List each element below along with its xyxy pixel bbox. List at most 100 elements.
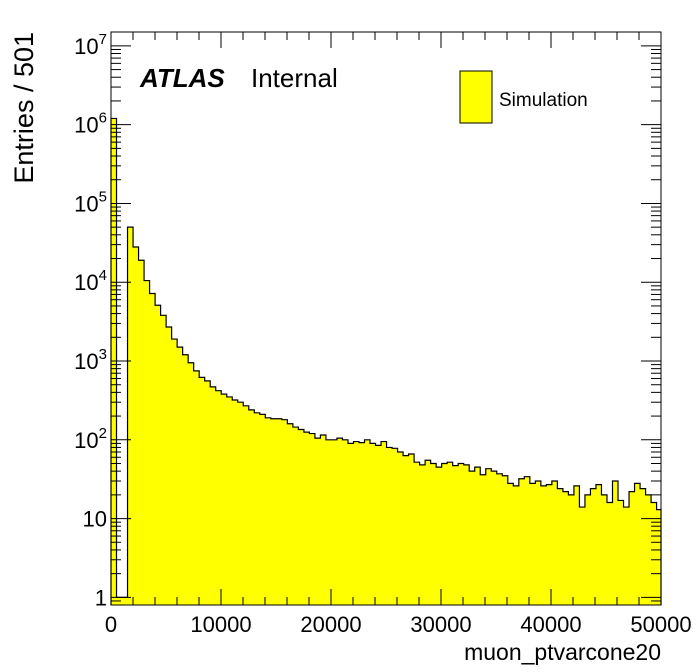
histogram-bin	[177, 347, 184, 605]
histogram-bin	[568, 494, 575, 605]
x-axis-label: muon_ptvarcone20	[464, 639, 661, 665]
histogram-bin	[618, 500, 624, 605]
histogram-bin	[562, 491, 569, 605]
histogram-bin	[392, 448, 398, 605]
histogram-bin	[573, 485, 580, 605]
axis-ticks	[110, 32, 662, 606]
histogram-bin	[127, 227, 134, 605]
histogram-bin	[386, 447, 393, 605]
histogram-bin	[210, 386, 217, 605]
histogram-bin	[480, 474, 487, 605]
histogram-bin	[419, 464, 426, 605]
histogram-bin	[645, 494, 652, 605]
histogram-bin	[188, 362, 195, 605]
histogram-bin	[133, 246, 139, 605]
histogram-bin	[595, 484, 602, 605]
histogram-bin	[309, 433, 316, 605]
y-tick-label: 106	[74, 110, 107, 138]
histogram-bin	[656, 509, 662, 605]
histogram-bin	[149, 293, 156, 605]
histogram-bin	[601, 494, 608, 605]
histogram-bin	[408, 454, 415, 605]
histogram-bin	[171, 339, 178, 605]
y-tick-label: 104	[74, 267, 107, 295]
histogram-bin	[551, 480, 558, 605]
histogram-bin	[265, 417, 272, 605]
x-tick-label: 40000	[520, 612, 581, 637]
histogram-bin	[518, 478, 525, 605]
histogram-bin	[623, 507, 630, 605]
atlas-label: ATLAS	[139, 63, 225, 93]
histogram-bin	[430, 463, 437, 605]
histogram-bin	[364, 439, 371, 605]
histogram-bin	[507, 483, 514, 605]
histogram-bin	[513, 485, 520, 605]
tick-labels: 0 10000 20000 30000 40000 50000 1 10 102 103 104 10…	[74, 31, 691, 637]
histogram-bin	[254, 412, 261, 605]
plot-frame	[110, 31, 662, 606]
histogram-bin	[182, 354, 189, 605]
histogram-bin	[303, 432, 310, 605]
histogram-bin	[469, 471, 476, 605]
histogram-bin	[474, 467, 481, 605]
histogram-bin	[336, 438, 343, 605]
histogram-bin	[287, 423, 294, 605]
histogram-bin	[138, 260, 145, 605]
histogram-bin	[590, 488, 597, 605]
internal-label: Internal	[251, 63, 338, 93]
histogram-bin	[606, 502, 613, 605]
y-tick-label: 107	[74, 31, 107, 59]
histogram-bin	[122, 597, 128, 605]
histogram-bin	[491, 471, 498, 605]
histogram-bin	[502, 475, 509, 605]
y-tick-label: 102	[74, 425, 107, 453]
x-tick-label: 20000	[300, 612, 361, 637]
histogram-bin	[403, 455, 409, 605]
histogram-bin	[381, 441, 387, 605]
histogram-bin	[155, 305, 161, 605]
histogram-bin	[204, 380, 211, 605]
histogram-bin	[629, 491, 635, 605]
histogram-bin	[226, 396, 233, 605]
y-axis-label: Entries / 501	[9, 32, 39, 184]
histogram-bin	[347, 443, 354, 605]
x-tick-label: 0	[105, 612, 117, 637]
histogram-bin	[447, 462, 454, 605]
histogram-bin	[634, 483, 641, 605]
histogram-bin	[232, 399, 239, 605]
histogram-bin	[248, 409, 255, 605]
histogram-bin	[199, 377, 206, 605]
histogram-bin	[353, 441, 360, 605]
histogram-bin	[160, 315, 167, 605]
atlas-annotation: ATLAS Internal	[139, 63, 338, 93]
histogram-outline	[110, 117, 662, 605]
histogram-bin	[292, 427, 299, 605]
histogram-bin	[111, 118, 117, 605]
histogram-bin	[298, 429, 305, 605]
y-tick-label: 105	[74, 188, 107, 216]
histogram-bin	[463, 464, 470, 605]
histogram-bin	[320, 435, 327, 605]
histogram-bin	[651, 502, 657, 605]
histogram-bin	[259, 414, 266, 605]
histogram-bin	[441, 463, 448, 605]
x-tick-label: 50000	[630, 612, 691, 637]
histogram-bin	[325, 439, 332, 605]
legend: Simulation	[459, 70, 588, 124]
histogram-bin	[579, 507, 586, 605]
y-tick-label: 1	[95, 585, 107, 610]
histogram-bin	[584, 494, 591, 605]
histogram-bin	[342, 439, 349, 605]
histogram-bin	[215, 390, 222, 605]
x-tick-label: 30000	[410, 612, 471, 637]
histogram-bin	[331, 439, 338, 605]
histogram-bin	[524, 476, 531, 605]
histogram-bin	[436, 467, 443, 605]
histogram-bin	[425, 460, 432, 605]
histogram-bin	[193, 370, 200, 605]
legend-swatch	[459, 70, 493, 124]
histogram-bin	[397, 451, 404, 605]
histogram-bin	[243, 405, 250, 605]
histogram-bin	[414, 462, 421, 605]
